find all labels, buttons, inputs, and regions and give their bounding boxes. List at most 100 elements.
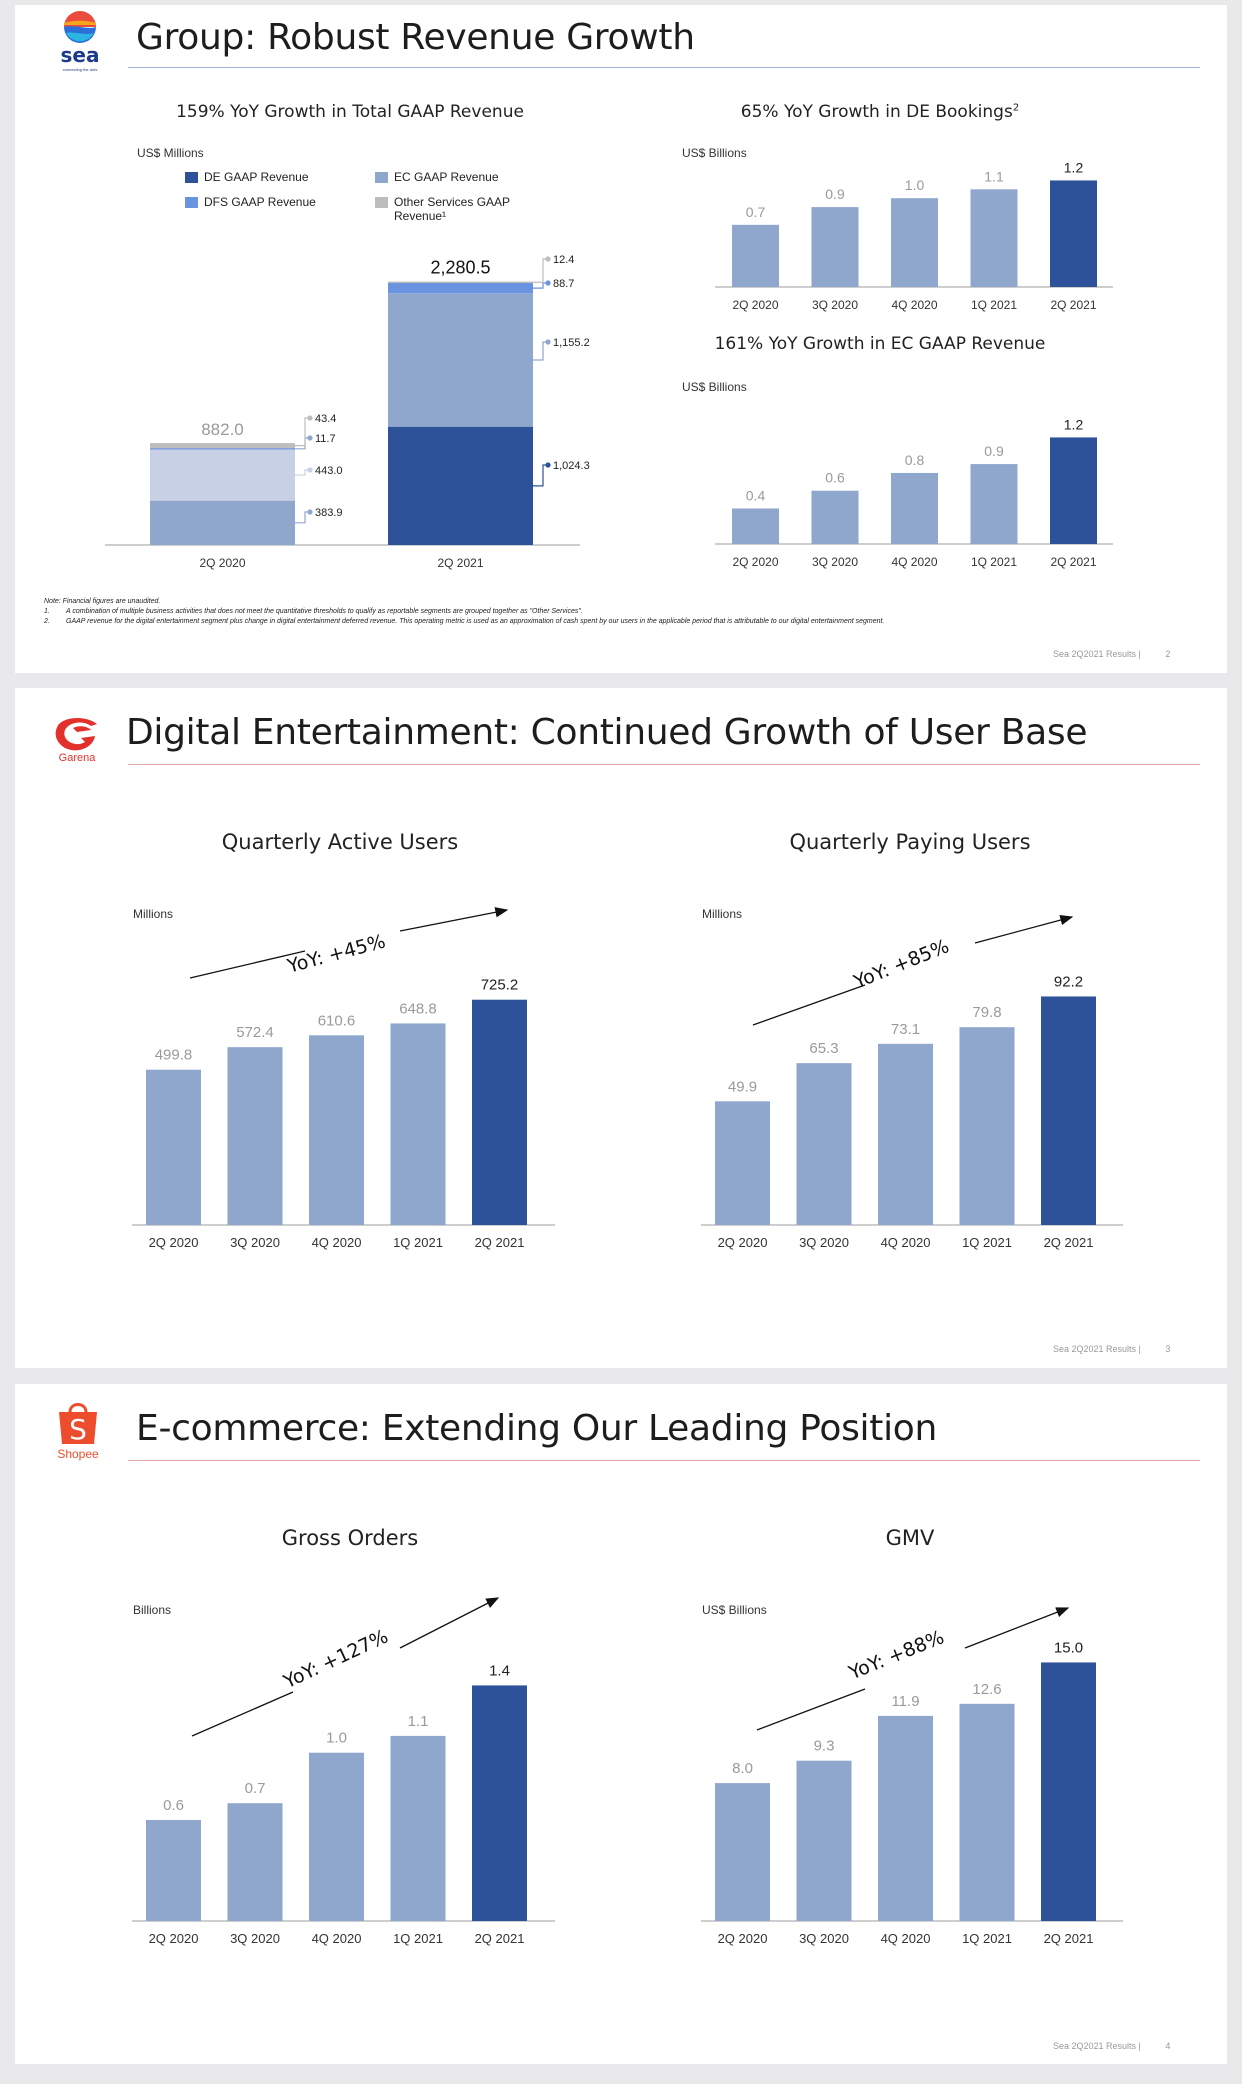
bar-3 xyxy=(970,189,1018,287)
x-tick-label-1: 3Q 2020 xyxy=(799,1931,849,1946)
bar-2 xyxy=(309,1752,364,1921)
data-label-2: 1.0 xyxy=(905,177,925,193)
legend-item-de: DE GAAP Revenue xyxy=(185,170,309,184)
x-tick-label-3: 1Q 2021 xyxy=(971,555,1017,569)
x-tick-label-0: 2Q 2020 xyxy=(149,1235,199,1250)
x-tick-label-2: 4Q 2020 xyxy=(312,1235,362,1250)
stack-label-1-2: 88.7 xyxy=(553,278,574,290)
x-tick-label-1: 3Q 2020 xyxy=(812,298,858,312)
stack-label-1-0: 1,024.3 xyxy=(553,460,590,472)
bookings-subtitle-footnote: 2 xyxy=(1012,102,1020,114)
bar-1 xyxy=(811,207,859,287)
sea-logo-icon xyxy=(64,11,96,43)
x-tick-label-2: 4Q 2020 xyxy=(891,555,937,569)
x-tick-label-2: 4Q 2020 xyxy=(881,1235,931,1250)
x-tick-label-2: 4Q 2020 xyxy=(891,298,937,312)
x-tick-label-1: 3Q 2020 xyxy=(230,1235,280,1250)
shopee-bag-icon xyxy=(59,1403,97,1444)
yoy-line-left xyxy=(756,1688,866,1731)
page-number: 3 xyxy=(1165,1344,1171,1354)
leader-dot-1-1 xyxy=(545,339,551,345)
garena-logo-icon xyxy=(55,718,97,751)
bar-1 xyxy=(796,1063,852,1225)
yoy-arrow xyxy=(974,915,1074,944)
stack-total-1: 2,280.5 xyxy=(430,258,490,278)
gross-orders-unit: Billions xyxy=(133,1603,172,1617)
slide-ecommerce: S Shopee E-commerce: Extending Our Leadi… xyxy=(15,1384,1227,2064)
footnote-2: 2. GAAP revenue for the digital entertain… xyxy=(44,617,884,627)
slide-group-revenue: sea connecting the dots Group: Robust Re… xyxy=(15,5,1227,673)
bar-0 xyxy=(715,1783,770,1921)
yoy-line-left xyxy=(191,1691,294,1737)
x-tick-label-4: 2Q 2021 xyxy=(1050,298,1096,312)
x-tick-label-1: 3Q 2020 xyxy=(799,1235,849,1250)
data-label-2: 610.6 xyxy=(318,1012,356,1029)
bar-0 xyxy=(732,508,779,544)
x-tick-label-4: 2Q 2021 xyxy=(475,1931,525,1946)
legend-label-other: Other Services GAAP Revenue¹ xyxy=(394,195,510,223)
data-label-1: 65.3 xyxy=(809,1040,838,1057)
bar-2 xyxy=(309,1035,364,1225)
data-label-0: 49.9 xyxy=(728,1078,757,1095)
legend-item-dfs: DFS GAAP Revenue xyxy=(185,195,316,209)
bar-1 xyxy=(796,1760,852,1921)
yoy-arrow xyxy=(399,1597,500,1649)
legend-swatch-other xyxy=(375,197,388,208)
stack-chart-unit: US$ Millions xyxy=(137,146,204,160)
bar-4 xyxy=(472,1685,527,1921)
sea-logo-text: sea xyxy=(60,43,100,67)
data-label-1: 0.9 xyxy=(825,186,845,202)
x-tick-label-0: 2Q 2020 xyxy=(732,298,778,312)
qau-chart-unit: Millions xyxy=(133,907,174,921)
x-tick-label-0: 2Q 2020 xyxy=(149,1931,199,1946)
bar-4 xyxy=(1050,437,1097,544)
page-number: 2 xyxy=(1165,649,1171,659)
yoy-arrow xyxy=(964,1607,1070,1649)
data-label-4: 1.2 xyxy=(1064,159,1084,175)
data-label-4: 92.2 xyxy=(1054,973,1083,990)
stack-label-0-1: 443.0 xyxy=(315,465,343,477)
data-label-0: 8.0 xyxy=(732,1760,753,1777)
leader-dot-0-2 xyxy=(307,435,313,441)
footer-source: Sea 2Q2021 Results | xyxy=(1053,1344,1141,1354)
gross-orders-chart: 0.6 2Q 2020 0.7 3Q 2020 1.0 4Q 2020 1.1 1Q 2021… xyxy=(132,1597,555,1946)
legend-swatch-ec xyxy=(375,172,388,184)
bar-1 xyxy=(227,1047,283,1225)
data-label-4: 15.0 xyxy=(1054,1639,1083,1656)
yoy-arrow xyxy=(399,907,509,932)
leader-dot-1-3 xyxy=(545,256,551,262)
footnote-1-text: A combination of multiple business activ… xyxy=(66,608,583,615)
gross-orders-subtitle: Gross Orders xyxy=(281,1526,419,1550)
bar-3 xyxy=(959,1027,1015,1225)
x-tick-label-0: 2Q 2020 xyxy=(718,1235,768,1250)
qpu-chart-unit: Millions xyxy=(702,907,743,921)
yoy-line-left xyxy=(752,984,866,1026)
bookings-subtitle-text: 65% YoY Growth in DE Bookings xyxy=(740,102,1013,122)
stack-label-0-0: 383.9 xyxy=(315,507,343,519)
gmv-chart: 8.0 2Q 2020 9.3 3Q 2020 11.9 4Q 2020 12.6 1Q 20… xyxy=(701,1607,1123,1946)
ec-gaap-revenue-chart: 0.4 2Q 2020 0.6 3Q 2020 0.8 4Q 2020 0.9 1Q 2021… xyxy=(715,416,1113,569)
bar-3 xyxy=(390,1735,446,1921)
page-footer: Sea 2Q2021 Results | 2 xyxy=(1053,649,1170,659)
qpu-chart-subtitle: Quarterly Paying Users xyxy=(789,830,1031,854)
data-label-3: 0.9 xyxy=(984,443,1004,459)
bar-4 xyxy=(1041,1662,1096,1921)
slide-digital-entertainment: Garena Digital Entertainment: Continued … xyxy=(15,688,1227,1368)
footnote-2-text: GAAP revenue for the digital entertainme… xyxy=(66,618,885,625)
data-label-3: 12.6 xyxy=(972,1681,1001,1698)
bar-0 xyxy=(732,224,779,287)
data-label-0: 0.6 xyxy=(163,1797,184,1814)
bar-0 xyxy=(715,1101,770,1225)
leader-dot-1-2 xyxy=(545,280,551,286)
sea-logo-tagline: connecting the dots xyxy=(62,67,98,72)
legend-swatch-de xyxy=(185,172,198,184)
title-rule xyxy=(128,1460,1200,1461)
x-tick-label-4: 2Q 2021 xyxy=(1050,555,1096,569)
qau-chart-subtitle: Quarterly Active Users xyxy=(221,830,459,854)
x-tick-label-2: 4Q 2020 xyxy=(312,1931,362,1946)
legend-item-ec: EC GAAP Revenue xyxy=(375,170,499,184)
data-label-4: 1.2 xyxy=(1064,416,1084,432)
stack-seg-1-2 xyxy=(388,282,533,294)
leader-dot-0-1 xyxy=(307,467,313,473)
bar-0 xyxy=(146,1069,201,1225)
